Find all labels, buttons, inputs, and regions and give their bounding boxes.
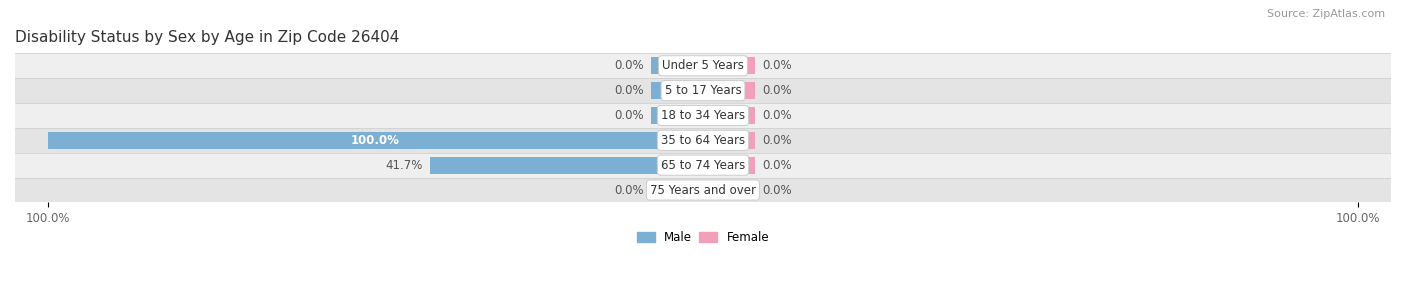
Bar bbox=[15, 153, 1391, 178]
Text: 0.0%: 0.0% bbox=[762, 159, 792, 172]
Text: 18 to 34 Years: 18 to 34 Years bbox=[661, 109, 745, 122]
Text: 41.7%: 41.7% bbox=[385, 159, 423, 172]
Bar bbox=[651, 107, 703, 124]
Text: Source: ZipAtlas.com: Source: ZipAtlas.com bbox=[1267, 9, 1385, 19]
Bar bbox=[651, 82, 703, 99]
Text: Disability Status by Sex by Age in Zip Code 26404: Disability Status by Sex by Age in Zip C… bbox=[15, 30, 399, 45]
Text: 0.0%: 0.0% bbox=[614, 109, 644, 122]
Legend: Male, Female: Male, Female bbox=[637, 231, 769, 244]
Bar bbox=[651, 181, 703, 199]
Text: 0.0%: 0.0% bbox=[762, 109, 792, 122]
Bar bbox=[15, 128, 1391, 153]
Bar bbox=[48, 132, 703, 149]
Text: 75 Years and over: 75 Years and over bbox=[650, 184, 756, 196]
Text: 0.0%: 0.0% bbox=[614, 59, 644, 72]
Text: 0.0%: 0.0% bbox=[762, 134, 792, 147]
Bar bbox=[430, 157, 703, 174]
Text: 0.0%: 0.0% bbox=[762, 84, 792, 97]
Bar bbox=[703, 57, 755, 74]
Text: 0.0%: 0.0% bbox=[762, 59, 792, 72]
Bar bbox=[15, 78, 1391, 103]
Text: 65 to 74 Years: 65 to 74 Years bbox=[661, 159, 745, 172]
Text: 0.0%: 0.0% bbox=[762, 184, 792, 196]
Text: 100.0%: 100.0% bbox=[352, 134, 399, 147]
Bar bbox=[15, 178, 1391, 203]
Bar bbox=[703, 157, 755, 174]
Text: 0.0%: 0.0% bbox=[614, 184, 644, 196]
Text: 5 to 17 Years: 5 to 17 Years bbox=[665, 84, 741, 97]
Text: 0.0%: 0.0% bbox=[614, 84, 644, 97]
Bar bbox=[703, 181, 755, 199]
Bar bbox=[15, 53, 1391, 78]
Bar bbox=[703, 107, 755, 124]
Bar bbox=[703, 82, 755, 99]
Bar bbox=[703, 132, 755, 149]
Bar bbox=[651, 57, 703, 74]
Text: Under 5 Years: Under 5 Years bbox=[662, 59, 744, 72]
Text: 35 to 64 Years: 35 to 64 Years bbox=[661, 134, 745, 147]
Bar bbox=[15, 103, 1391, 128]
